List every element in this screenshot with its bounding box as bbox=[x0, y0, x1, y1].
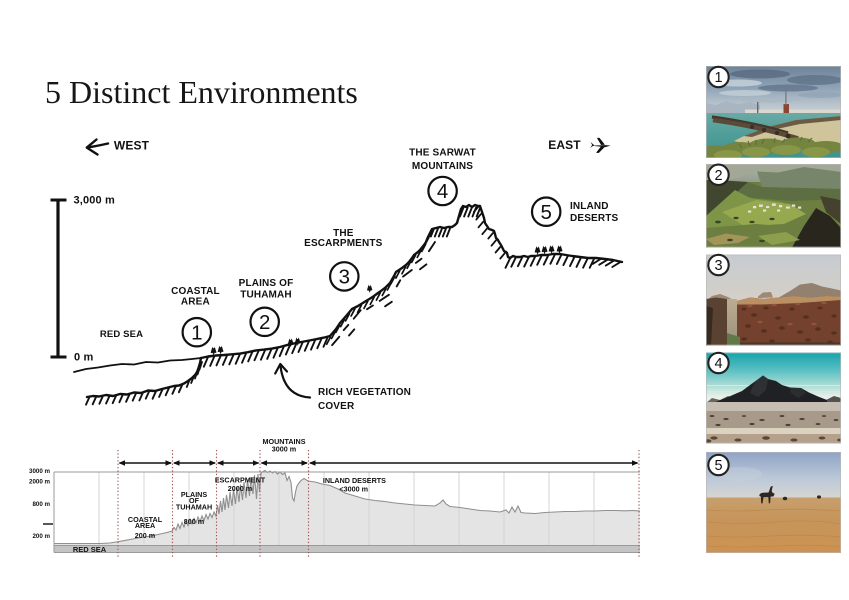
svg-text:EAST: EAST bbox=[548, 138, 581, 152]
svg-text:5: 5 bbox=[714, 458, 722, 474]
svg-text:5: 5 bbox=[540, 201, 551, 224]
svg-text:AREA: AREA bbox=[181, 297, 210, 308]
svg-text:<3000 m: <3000 m bbox=[339, 485, 368, 494]
svg-text:WEST: WEST bbox=[114, 138, 150, 152]
svg-text:OF: OF bbox=[189, 496, 200, 505]
svg-text:3000 m: 3000 m bbox=[272, 444, 296, 453]
svg-text:TUHAMAH: TUHAMAH bbox=[240, 289, 292, 300]
svg-text:2000 m: 2000 m bbox=[29, 478, 50, 485]
svg-text:3: 3 bbox=[339, 266, 350, 289]
svg-text:0 m: 0 m bbox=[74, 352, 93, 364]
svg-text:RICH VEGETATION: RICH VEGETATION bbox=[318, 387, 411, 398]
svg-text:4: 4 bbox=[714, 356, 722, 372]
svg-text:800 m: 800 m bbox=[32, 501, 50, 508]
svg-text:3000 m: 3000 m bbox=[29, 468, 50, 475]
svg-text:COVER: COVER bbox=[318, 401, 355, 412]
svg-text:200 m: 200 m bbox=[135, 531, 155, 540]
svg-text:TUHAMAH: TUHAMAH bbox=[176, 503, 212, 512]
svg-text:4: 4 bbox=[437, 180, 448, 203]
svg-text:2: 2 bbox=[259, 311, 270, 334]
svg-text:800 m: 800 m bbox=[184, 517, 204, 526]
svg-text:INLAND: INLAND bbox=[570, 201, 609, 212]
svg-text:COASTAL: COASTAL bbox=[128, 515, 163, 524]
svg-text:MOUNTAINS: MOUNTAINS bbox=[412, 161, 473, 172]
svg-text:2000 m: 2000 m bbox=[228, 484, 252, 493]
svg-text:3: 3 bbox=[714, 258, 722, 274]
svg-text:PLAINS: PLAINS bbox=[181, 490, 208, 499]
svg-text:MOUNTAINS: MOUNTAINS bbox=[263, 437, 306, 446]
svg-text:3,000 m: 3,000 m bbox=[74, 195, 115, 207]
svg-text:1: 1 bbox=[191, 321, 202, 344]
svg-text:RED SEA: RED SEA bbox=[73, 545, 107, 554]
svg-text:AREA: AREA bbox=[135, 521, 155, 530]
svg-text:ESCARPMENT: ESCARPMENT bbox=[215, 476, 266, 485]
svg-text:1: 1 bbox=[714, 70, 722, 86]
svg-text:DESERTS: DESERTS bbox=[570, 213, 618, 224]
svg-text:200 m: 200 m bbox=[32, 533, 50, 540]
svg-text:ESCARPMENTS: ESCARPMENTS bbox=[304, 238, 383, 249]
svg-text:2: 2 bbox=[714, 168, 722, 184]
svg-text:THE SARWAT: THE SARWAT bbox=[409, 147, 476, 158]
svg-text:INLAND DESERTS: INLAND DESERTS bbox=[323, 476, 386, 485]
svg-text:PLAINS OF: PLAINS OF bbox=[239, 278, 294, 289]
svg-text:THE: THE bbox=[333, 228, 354, 239]
svg-text:RED SEA: RED SEA bbox=[100, 329, 143, 340]
svg-text:COASTAL: COASTAL bbox=[171, 286, 220, 297]
